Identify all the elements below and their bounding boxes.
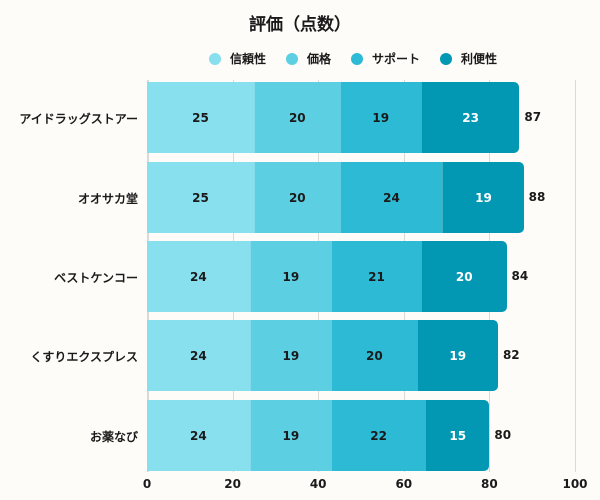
stacked-bar: 25 20 19 23 [147,82,520,153]
bar-segment: 19 [249,400,332,471]
bar-segment: 25 [147,162,254,233]
bar-total-label: 88 [528,190,546,204]
legend-dot-icon [440,52,453,65]
bar-segment: 19 [249,241,332,312]
legend-dot-icon [286,52,299,65]
legend-item-price: 価格 [286,50,331,67]
bar-segment: 24 [147,400,250,471]
stacked-bar: 24 19 20 19 [147,320,498,391]
bar-segment: 19 [339,82,421,153]
gridline [575,80,576,472]
bar-total-label: 80 [494,428,512,442]
legend: 信頼性 価格 サポート 利便性 [209,50,517,67]
plot-area: 25 20 19 23 87 25 20 24 19 88 24 19 21 20 84 24 19 20 19 82… [147,80,576,472]
legend-label: 価格 [307,52,332,66]
x-tick-label: 100 [562,477,588,491]
legend-label: サポート [372,52,421,66]
x-tick-label: 40 [309,477,327,491]
x-tick-label: 80 [481,477,498,491]
bar-segment: 24 [147,320,250,391]
bar-segment: 24 [339,162,443,233]
legend-item-reliability: 信頼性 [209,50,266,67]
bar-segment: 20 [420,241,507,312]
category-label: アイドラッグストアー [19,112,138,126]
legend-item-convenience: 利便性 [440,50,497,67]
bar-segment: 23 [420,82,520,153]
bar-segment: 25 [147,82,254,153]
bar-segment: 19 [249,320,332,391]
bar-total-label: 82 [502,348,520,362]
bar-total-label: 87 [524,110,542,124]
legend-label: 利便性 [461,52,498,66]
stacked-bar: 24 19 21 20 [147,241,507,312]
bar-segment: 15 [425,400,490,471]
bar-segment: 19 [442,162,524,233]
category-label: お薬なび [89,430,138,444]
category-label: オオサカ堂 [77,192,138,206]
category-label: ベストケンコー [54,271,138,285]
legend-dot-icon [209,52,221,65]
legend-item-support: サポート [351,50,420,67]
bar-total-label: 84 [511,269,529,283]
legend-label: 信頼性 [230,52,267,66]
category-label: くすりエクスプレス [30,350,138,364]
x-tick-label: 60 [395,477,413,491]
bar-segment: 24 [147,241,250,312]
bar-segment: 20 [254,82,340,153]
legend-dot-icon [351,52,364,65]
bar-segment: 22 [331,400,426,471]
chart-title: 評価（点数） [249,15,351,35]
bar-segment: 20 [254,162,340,233]
stacked-bar: 24 19 22 15 [147,400,490,471]
x-tick-label: 20 [224,477,241,491]
bar-segment: 20 [331,320,417,391]
stacked-bar: 25 20 24 19 [147,162,524,233]
bar-segment: 19 [416,320,498,391]
bar-segment: 21 [331,241,421,312]
x-tick-label: 0 [142,477,152,491]
